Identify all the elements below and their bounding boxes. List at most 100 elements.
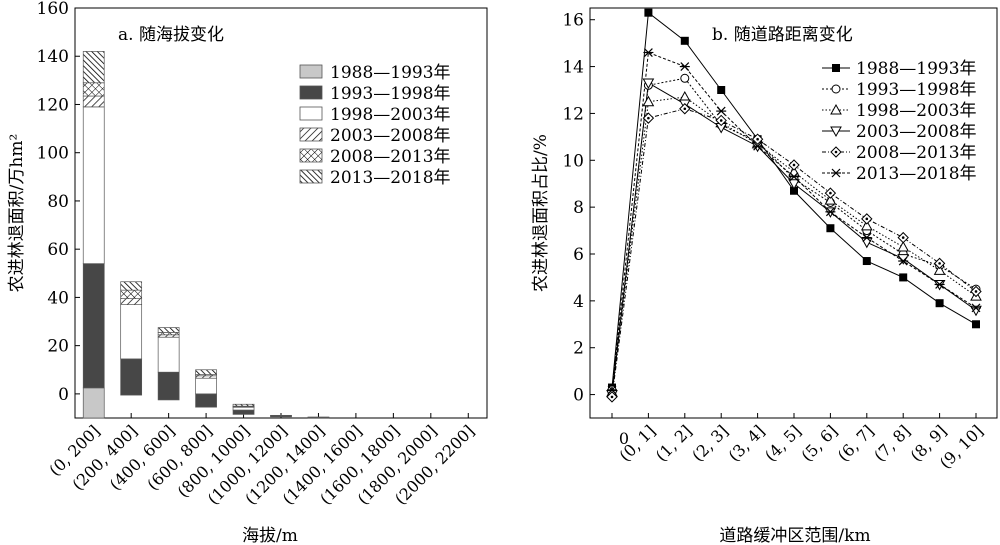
y-tick-label: 2 <box>573 339 584 359</box>
legend-swatch <box>299 127 323 142</box>
series-marker <box>897 231 909 244</box>
y-tick-label: 40 <box>47 288 69 308</box>
series-marker <box>825 207 836 217</box>
series-marker <box>642 95 655 107</box>
marker-dot <box>719 119 723 122</box>
series-marker <box>861 213 873 225</box>
series-marker <box>716 106 727 116</box>
bar-segment <box>120 298 143 305</box>
bar-segment <box>195 375 217 379</box>
series-marker <box>897 240 910 252</box>
series-marker <box>642 112 655 124</box>
series-marker <box>934 280 945 289</box>
legend-swatch <box>299 106 323 121</box>
series-marker <box>824 194 837 205</box>
series-marker <box>680 36 689 45</box>
y-tick-label: 20 <box>47 337 69 357</box>
marker-dot <box>834 150 838 154</box>
marker-dot <box>792 163 796 167</box>
series-marker <box>644 8 653 17</box>
y-tick-label: 140 <box>37 47 69 67</box>
bar-segment <box>157 332 180 336</box>
x-axis-label: 海拔/m <box>242 526 298 545</box>
series-marker <box>680 73 690 83</box>
bar-segment <box>270 414 292 417</box>
x-tick-label: (7, 8] <box>870 421 914 465</box>
legend-swatch <box>299 64 323 79</box>
bar-segment <box>120 281 143 291</box>
series-line <box>611 51 977 390</box>
series-marker <box>752 141 763 151</box>
x-tick-label: (1, 2] <box>652 421 696 465</box>
y-tick-label: 160 <box>37 0 69 19</box>
series-marker <box>830 126 842 138</box>
x-tick-label: (5, 6] <box>797 421 841 465</box>
series-marker <box>831 84 841 94</box>
legend-label: 2003—2008年 <box>856 122 977 142</box>
series-marker <box>830 103 842 115</box>
series-marker <box>933 257 946 270</box>
marker-dot <box>647 116 650 120</box>
marker-dot <box>829 191 832 195</box>
bar-segment <box>195 369 217 375</box>
bar-segment <box>120 304 143 360</box>
y-axis-label: 农进林退面积占比/% <box>531 134 551 292</box>
legend-label: 2013—2018年 <box>330 168 451 188</box>
series-marker <box>679 62 690 71</box>
bar-segment <box>157 327 180 333</box>
marker-dot <box>938 262 941 265</box>
marker-dot <box>610 395 614 399</box>
series-marker <box>789 172 799 182</box>
y-tick-label: 0 <box>58 385 69 405</box>
y-tick-label: 4 <box>573 292 584 312</box>
chart-title: b. 随道路距离变化 <box>712 25 853 45</box>
y-tick-label: 8 <box>573 198 584 218</box>
legend-label: 1993—1998年 <box>330 84 451 104</box>
chart-title: a. 随海拔变化 <box>118 25 224 45</box>
bar-segment <box>82 82 105 97</box>
legend-label: 2003—2008年 <box>330 126 451 146</box>
legend-label: 1988—1993年 <box>330 63 451 83</box>
marker-dot <box>901 236 905 239</box>
bar-segment <box>195 377 217 395</box>
y-tick-label: 100 <box>37 144 69 164</box>
marker-dot <box>756 137 759 141</box>
series-marker <box>715 114 727 127</box>
bar-segment <box>120 289 143 299</box>
y-tick-label: 80 <box>47 192 69 212</box>
y-tick-label: 12 <box>562 104 584 124</box>
legend-label: 2013—2018年 <box>856 164 977 184</box>
x-tick-label: 0 <box>619 429 629 448</box>
x-tick-label: (2, 3] <box>688 421 732 465</box>
series-marker <box>788 159 800 171</box>
x-axis-label: 道路缓冲区范围/km <box>719 526 870 545</box>
series-marker <box>679 103 691 115</box>
series-marker <box>831 168 841 178</box>
series-marker <box>643 48 654 57</box>
series-marker <box>862 257 871 266</box>
y-tick-label: 14 <box>562 58 584 78</box>
series-marker <box>898 256 909 266</box>
y-tick-label: 60 <box>47 240 69 260</box>
bar-segment <box>232 409 255 415</box>
series-marker <box>860 219 873 231</box>
bar-segment <box>195 393 217 408</box>
legend-label: 1988—1993年 <box>856 59 977 79</box>
y-tick-label: 16 <box>562 11 584 31</box>
series-marker <box>935 299 944 308</box>
series-marker <box>824 187 837 199</box>
series-marker <box>606 391 618 403</box>
bar-segment <box>157 336 180 373</box>
marker-dot <box>865 217 869 221</box>
legend-label: 2008—2013年 <box>856 143 977 163</box>
legend-label: 1993—1998年 <box>856 80 977 100</box>
x-tick-label: (3, 4] <box>725 421 769 465</box>
series-marker <box>861 233 872 243</box>
series-marker <box>971 303 981 313</box>
series-marker <box>607 385 617 395</box>
series-marker <box>970 285 982 298</box>
series-marker <box>790 186 798 195</box>
series-marker <box>788 179 800 190</box>
series-marker <box>826 224 835 233</box>
